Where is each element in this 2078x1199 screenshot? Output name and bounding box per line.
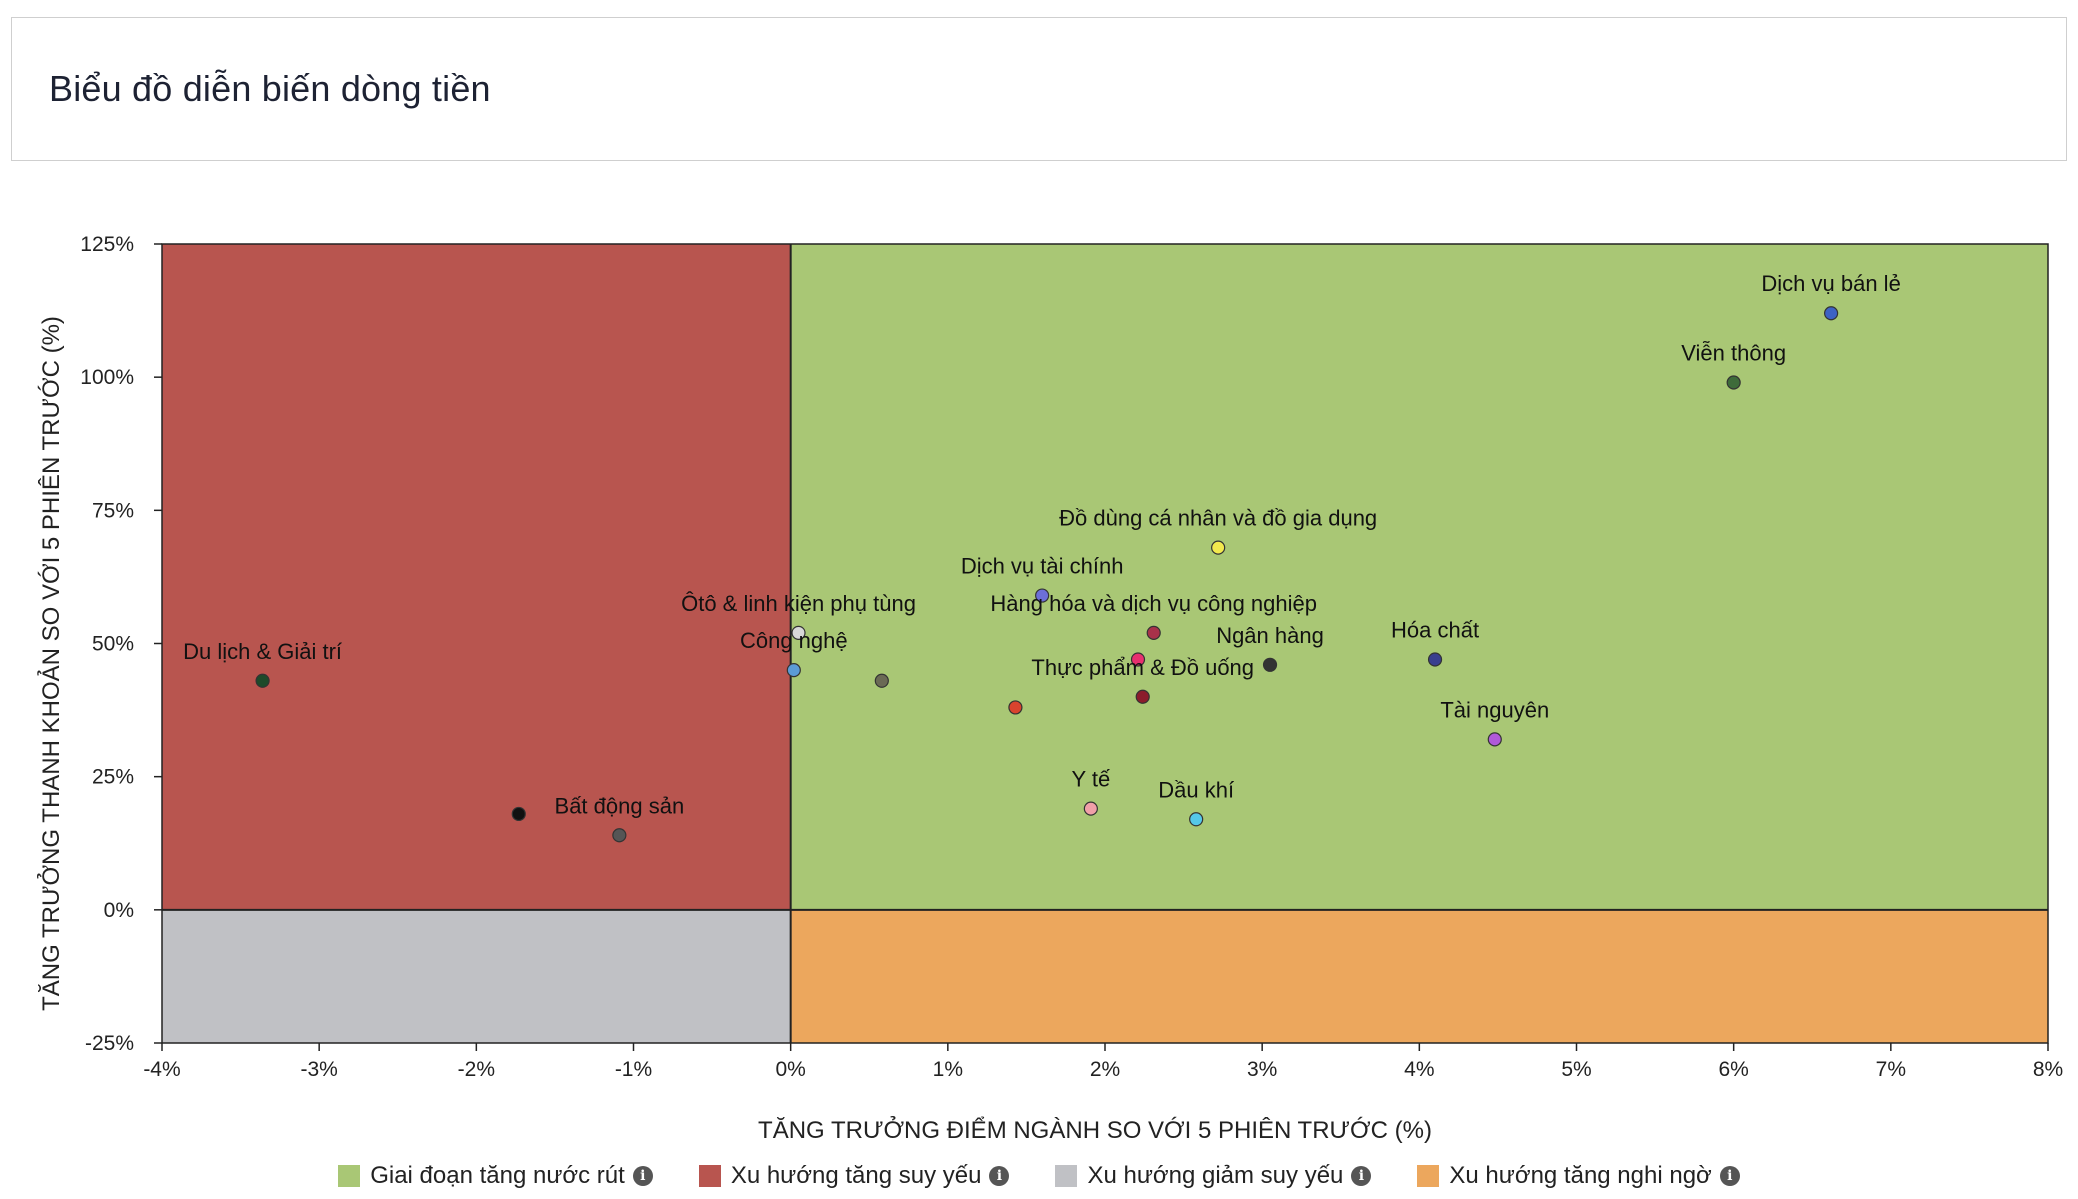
data-point (1726, 375, 1741, 390)
info-icon[interactable]: i (632, 1166, 653, 1186)
x-tick-label: 6% (1718, 1058, 1748, 1081)
data-point-label: Du lịch & Giải trí (183, 639, 342, 664)
quadrant-1 (162, 244, 791, 910)
data-point (1487, 732, 1502, 747)
data-point (1427, 652, 1443, 667)
data-point (612, 828, 627, 843)
legend-item: Giai đoạn tăng nước rút i (338, 1162, 653, 1190)
legend-swatch (698, 1165, 721, 1187)
data-point (511, 806, 526, 822)
data-point-label: Viễn thông (1681, 340, 1786, 365)
y-tick-label: 50% (92, 633, 134, 656)
data-point (255, 673, 270, 688)
chart-legend: Giai đoạn tăng nước rút i Xu hướng tăng su… (0, 1158, 2078, 1194)
data-point (874, 673, 889, 688)
scatter-chart: -4% -3% -2% -1% 0% 1% 2% 3% 4% 5% 6% 7% 8% -25% 0% 25% 5… (36, 233, 2063, 1144)
info-icon[interactable]: i (989, 1166, 1010, 1186)
x-tick-label: 8% (2033, 1058, 2063, 1081)
data-point-label: Hóa chất (1391, 617, 1479, 642)
x-tick-label: -2% (458, 1058, 495, 1081)
data-point (1035, 588, 1050, 603)
data-point (1130, 652, 1146, 667)
data-point-label: Thực phẩm & Đồ uống (1031, 655, 1254, 680)
x-tick-label: -3% (300, 1058, 337, 1081)
x-tick-label: 7% (1876, 1058, 1906, 1081)
legend-item: Xu hướng tăng suy yếu i (698, 1162, 1010, 1190)
data-point (1146, 625, 1161, 640)
x-tick-label: 0% (775, 1058, 805, 1081)
data-point-label: Đồ dùng cá nhân và đồ gia dụng (1059, 506, 1377, 531)
y-axis-title: TĂNG TRƯỞNG THANH KHOẢN SO VỚI 5 PHIÊN T… (36, 316, 65, 1011)
title-card: Biểu đồ diễn biến dòng tiền (11, 17, 2067, 161)
x-tick-label: 3% (1247, 1058, 1277, 1081)
info-icon[interactable]: i (1351, 1166, 1372, 1186)
y-tick-label: 25% (92, 766, 134, 789)
legend-item: Xu hướng giảm suy yếu i (1055, 1162, 1372, 1190)
info-icon[interactable]: i (1719, 1166, 1740, 1186)
x-axis-title: TĂNG TRƯỞNG ĐIỂM NGÀNH SO VỚI 5 PHIÊN TR… (758, 1115, 1432, 1144)
data-point-label: Công nghệ (740, 628, 848, 653)
x-tick-label: 2% (1090, 1058, 1120, 1081)
legend-swatch (1055, 1165, 1078, 1187)
y-tick-label: 0% (104, 899, 134, 922)
legend-swatch (1417, 1165, 1440, 1187)
data-point-label: Hàng hóa và dịch vụ công nghiệp (990, 591, 1317, 616)
legend-label: Giai đoạn tăng nước rút (370, 1162, 625, 1189)
data-point-label: Dịch vụ tài chính (961, 554, 1124, 579)
x-tick-label: 5% (1561, 1058, 1591, 1081)
data-point-label: Dịch vụ bán lẻ (1761, 271, 1900, 296)
data-point (1083, 801, 1098, 816)
quadrant-2 (162, 909, 791, 1043)
data-point-label: Tài nguyên (1440, 697, 1549, 722)
legend-label: Xu hướng giảm suy yếu (1087, 1162, 1344, 1189)
data-point-label: Ngân hàng (1216, 623, 1324, 648)
page-title: Biểu đồ diễn biến dòng tiền (49, 68, 491, 109)
legend-item: Xu hướng tăng nghi ngờ i (1417, 1162, 1740, 1190)
data-point (1211, 540, 1226, 555)
y-tick-label: 125% (80, 233, 134, 256)
x-tick-label: -1% (615, 1058, 652, 1081)
x-tick-label: 1% (933, 1058, 963, 1081)
legend-swatch (338, 1165, 361, 1187)
data-point (1189, 812, 1204, 827)
x-tick-label: 4% (1404, 1058, 1434, 1081)
y-tick-label: 75% (92, 499, 134, 522)
data-point-label: Ôtô & linh kiện phụ tùng (681, 591, 916, 616)
data-point-label: Dầu khí (1158, 777, 1234, 802)
data-point-label: Bất động sản (555, 793, 685, 818)
y-tick-label: -25% (85, 1032, 134, 1055)
x-tick-label: -4% (143, 1058, 180, 1081)
y-tick-label: 100% (80, 366, 134, 389)
data-point (1008, 700, 1023, 715)
quadrant-3 (790, 909, 2048, 1043)
legend-label: Xu hướng tăng suy yếu (730, 1162, 982, 1189)
legend-label: Xu hướng tăng nghi ngờ (1449, 1162, 1712, 1189)
data-point (791, 625, 806, 640)
data-point (1262, 657, 1278, 672)
data-point-label: Y tế (1071, 767, 1110, 792)
data-point (1824, 306, 1839, 321)
quadrant-0 (790, 244, 2048, 910)
data-point (1135, 689, 1150, 704)
data-point (786, 663, 801, 678)
